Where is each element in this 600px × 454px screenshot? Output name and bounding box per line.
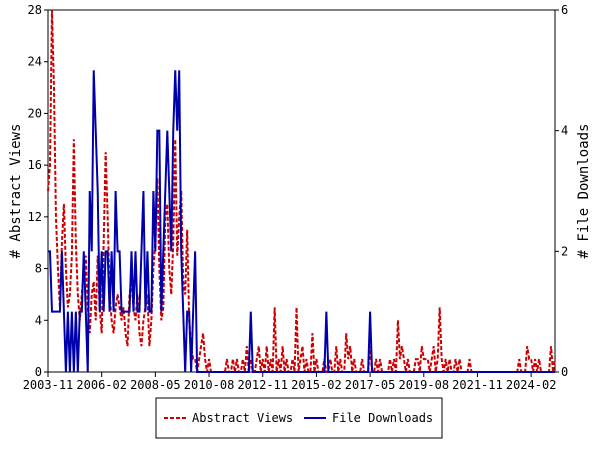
- x-tick-label: 2012-11: [237, 378, 288, 392]
- x-tick-label: 2024-02: [506, 378, 557, 392]
- y-axis-label: # Abstract Views: [8, 124, 24, 259]
- x-tick-label: 2010-08: [184, 378, 235, 392]
- y-tick-label: 8: [35, 262, 42, 276]
- y-tick-label: 16: [28, 158, 42, 172]
- series-line: [47, 9, 556, 373]
- x-tick-label: 2019-08: [398, 378, 449, 392]
- y-tick-label: 0: [35, 365, 42, 379]
- x-tick-label: 2015-02: [291, 378, 342, 392]
- x-tick-label: 2006-02: [76, 378, 127, 392]
- y2-axis-label: # File Downloads: [576, 124, 592, 259]
- legend-label: Abstract Views: [192, 411, 293, 425]
- x-tick-label: 2008-05: [130, 378, 181, 392]
- legend-label: File Downloads: [332, 411, 433, 425]
- x-tick-label: 2003-11: [23, 378, 74, 392]
- y2-tick-label: 6: [561, 3, 568, 17]
- y2-tick-label: 4: [561, 124, 568, 138]
- legend-box: [155, 397, 443, 439]
- x-tick-label: 2017-05: [345, 378, 396, 392]
- y-tick-label: 4: [35, 313, 42, 327]
- y2-tick-label: 0: [561, 365, 568, 379]
- x-tick-label: 2021-11: [452, 378, 503, 392]
- y-tick-label: 24: [28, 55, 42, 69]
- y-tick-label: 28: [28, 3, 42, 17]
- y-tick-label: 20: [28, 106, 42, 120]
- series-line: [48, 70, 555, 373]
- y2-tick-label: 2: [561, 244, 568, 258]
- y-tick-label: 12: [28, 210, 42, 224]
